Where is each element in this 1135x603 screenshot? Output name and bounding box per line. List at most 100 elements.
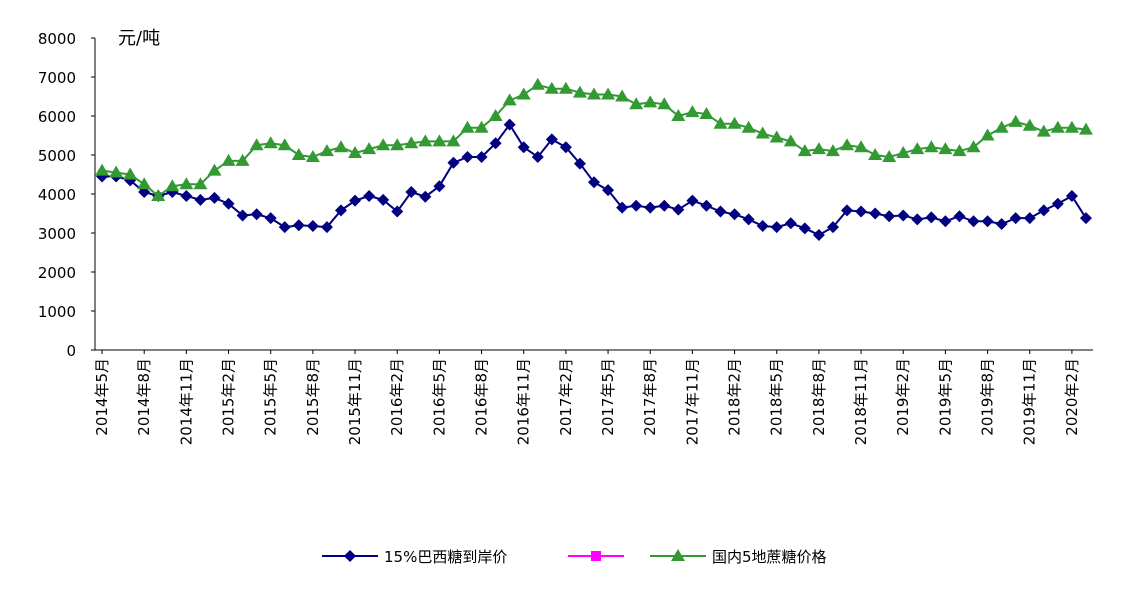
marker [812, 228, 825, 241]
marker [615, 89, 630, 102]
marker [1078, 122, 1093, 135]
marker [264, 212, 277, 225]
marker [980, 128, 995, 141]
y-tick-label: 3000 [38, 225, 76, 243]
marker [193, 177, 208, 190]
marker [882, 149, 897, 162]
marker [180, 189, 193, 202]
x-tick-label: 2016年11月 [515, 358, 533, 445]
marker [1051, 197, 1064, 210]
x-tick-label: 2015年5月 [262, 358, 280, 436]
marker [797, 144, 812, 157]
y-axis-unit: 元/吨 [118, 28, 160, 49]
marker [602, 184, 615, 197]
marker [924, 140, 939, 153]
x-tick-label: 2018年8月 [810, 358, 828, 436]
marker [672, 203, 685, 216]
marker [433, 180, 446, 193]
marker [855, 205, 868, 218]
marker [263, 136, 278, 149]
marker [503, 118, 516, 131]
marker [995, 218, 1008, 231]
marker [910, 142, 925, 155]
marker [165, 179, 180, 192]
marker [897, 209, 910, 222]
x-tick-label: 2017年8月 [641, 358, 659, 436]
marker [981, 215, 994, 228]
x-tick-label: 2015年2月 [220, 358, 238, 436]
marker [319, 144, 334, 157]
marker [333, 140, 348, 153]
marker [377, 193, 390, 206]
marker [292, 219, 305, 232]
marker [1050, 120, 1065, 133]
marker [432, 134, 447, 147]
marker [1009, 212, 1022, 225]
marker [376, 138, 391, 151]
marker [1079, 212, 1092, 225]
legend-marker [671, 549, 685, 561]
x-tick-label: 2019年8月 [979, 358, 997, 436]
marker [558, 81, 573, 94]
marker [235, 153, 250, 166]
marker [587, 87, 601, 100]
marker [404, 136, 419, 149]
marker [390, 138, 405, 151]
legend-label: 15%巴西糖到岸价 [384, 548, 507, 566]
marker [334, 204, 347, 217]
marker [868, 148, 883, 160]
legend-marker [591, 551, 601, 561]
marker [530, 77, 545, 90]
x-tick-label: 2014年5月 [93, 358, 111, 436]
marker [616, 201, 629, 214]
x-tick-label: 2014年11月 [177, 358, 195, 445]
marker [686, 194, 699, 207]
y-tick-label: 5000 [38, 147, 76, 165]
marker [151, 188, 166, 201]
x-tick-label: 2016年2月 [388, 358, 406, 436]
marker [419, 190, 432, 203]
legend-marker [344, 550, 356, 562]
marker [629, 97, 644, 110]
x-tick-label: 2015年8月 [304, 358, 322, 436]
marker [447, 156, 460, 169]
marker [123, 167, 138, 180]
marker [700, 199, 713, 212]
marker [305, 149, 320, 162]
x-tick-label: 2019年11月 [1021, 358, 1039, 445]
marker [755, 126, 770, 139]
marker [769, 130, 784, 143]
marker [911, 213, 924, 226]
marker [644, 201, 657, 214]
marker [1022, 118, 1037, 131]
marker [1064, 120, 1079, 133]
marker [460, 120, 475, 133]
marker [320, 221, 333, 234]
marker [95, 163, 110, 176]
x-tick-label: 2016年8月 [473, 358, 491, 436]
marker [883, 210, 896, 223]
marker [516, 87, 531, 100]
x-tick-label: 2017年2月 [557, 358, 575, 436]
x-tick-label: 2018年5月 [768, 358, 786, 436]
marker [966, 140, 981, 153]
y-tick-label: 0 [66, 342, 76, 360]
marker [545, 133, 558, 146]
marker [348, 146, 363, 159]
marker [236, 209, 249, 222]
marker [854, 140, 869, 153]
x-tick-label: 2019年5月 [936, 358, 954, 436]
marker [841, 204, 854, 217]
marker [826, 221, 839, 234]
marker [967, 215, 980, 228]
marker [741, 120, 756, 133]
marker [742, 213, 755, 226]
marker [896, 146, 911, 159]
marker [573, 157, 586, 170]
marker [349, 194, 362, 207]
marker [953, 210, 966, 223]
marker [1023, 212, 1036, 225]
marker [208, 191, 221, 204]
